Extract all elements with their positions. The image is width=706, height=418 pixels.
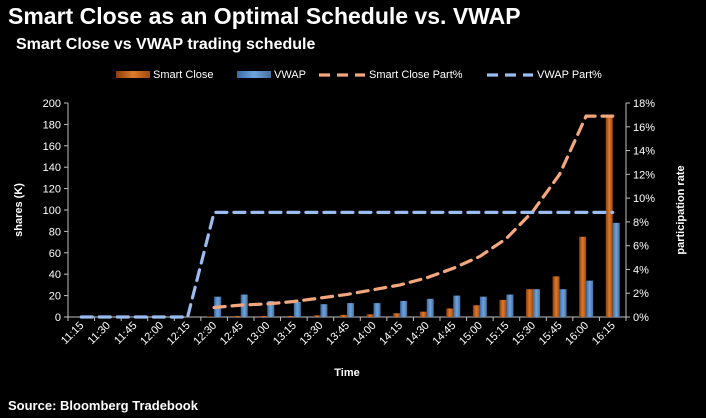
y2-tick-label: 6% [633, 241, 649, 253]
vwap-bar [373, 303, 381, 317]
x-tick-label: 14:45 [430, 320, 458, 348]
smart-close-bar [233, 315, 241, 317]
y-tick-label: 0 [55, 312, 61, 324]
x-tick-label: 12:00 [138, 320, 166, 348]
x-tick-label: 15:15 [484, 320, 512, 348]
x-tick-label: 12:45 [218, 320, 246, 348]
smart-close-bar [552, 276, 560, 317]
smart-close-bar [313, 315, 321, 317]
smart-close-bar [499, 299, 507, 317]
x-tick-label: 16:15 [590, 320, 618, 348]
vwap-bar [612, 222, 620, 317]
y-axis-title: shares (K) [13, 183, 25, 237]
smart-close-bar [207, 316, 215, 317]
vwap-bar [506, 294, 514, 317]
smart-close-bar [419, 311, 427, 317]
page-title: Smart Close as an Optimal Schedule vs. V… [8, 3, 521, 29]
smart-close-bar [472, 305, 480, 317]
chart-subtitle: Smart Close vs VWAP trading schedule [16, 36, 316, 53]
vwap-bar [479, 296, 487, 317]
x-tick-label: 13:15 [271, 320, 299, 348]
smart-close-bar [526, 289, 533, 317]
smart-close-bar [446, 308, 454, 317]
x-tick-label: 14:00 [351, 320, 379, 348]
legend-vwap-label: VWAP [274, 69, 306, 81]
y2-tick-label: 16% [633, 122, 655, 134]
y2-tick-label: 12% [633, 169, 655, 181]
x-tick-label: 14:15 [377, 320, 405, 348]
vwap-bar [320, 304, 328, 317]
legend-smart-close-part--label: Smart Close Part% [369, 69, 463, 81]
y-tick-label: 40 [49, 269, 61, 281]
vwap-bar [586, 280, 594, 317]
y-tick-label: 140 [43, 162, 61, 174]
smart-close-bar [605, 116, 613, 317]
y2-tick-label: 8% [633, 217, 649, 229]
y2-tick-label: 18% [633, 98, 655, 110]
y-tick-label: 20 [49, 291, 61, 303]
x-tick-label: 13:45 [324, 320, 352, 348]
x-tick-label: 12:30 [191, 320, 219, 348]
x-tick-label: 12:15 [165, 320, 193, 348]
y-tick-label: 180 [43, 119, 61, 131]
vwap-bar [426, 298, 434, 317]
y2-tick-label: 4% [633, 264, 649, 276]
smart-close-bar [340, 314, 347, 317]
legend-smart-close-swatch [116, 71, 150, 78]
x-tick-label: 11:45 [112, 320, 139, 347]
vwap-bar [400, 300, 408, 317]
x-axis-title: Time [334, 367, 359, 379]
y2-axis-title: participation rate [675, 165, 687, 254]
vwap-bar [453, 295, 461, 317]
y2-tick-label: 0% [633, 312, 649, 324]
x-tick-label: 16:00 [563, 320, 591, 348]
vwap-bar [267, 300, 275, 317]
x-tick-label: 13:30 [298, 320, 326, 348]
x-tick-label: 11:30 [86, 320, 113, 347]
y-tick-label: 60 [49, 248, 61, 260]
smart-close-part--line [212, 114, 615, 310]
x-tick-label: 15:00 [457, 320, 485, 348]
smart-close-bar [393, 313, 401, 317]
y-tick-label: 80 [49, 226, 61, 238]
y-tick-label: 200 [43, 98, 61, 110]
x-tick-label: 15:30 [510, 320, 538, 348]
x-tick-label: 15:45 [537, 320, 565, 348]
legend-smart-close-label: Smart Close [153, 69, 214, 81]
y2-tick-label: 10% [633, 193, 655, 205]
smart-close-bar [366, 314, 374, 317]
legend-vwap-swatch [237, 71, 271, 78]
y-tick-label: 120 [43, 184, 61, 196]
legend-vwap-part--label: VWAP Part% [537, 69, 602, 81]
smart-close-bar [286, 315, 294, 317]
y-tick-label: 160 [43, 141, 61, 153]
y2-tick-label: 14% [633, 146, 655, 158]
vwap-bar [347, 303, 354, 317]
vwap-bar [533, 289, 540, 317]
source-note: Source: Bloomberg Tradebook [8, 398, 198, 413]
y-tick-label: 100 [43, 205, 61, 217]
smart-close-bar [579, 236, 587, 317]
vwap-part--line [79, 210, 615, 319]
vwap-bar [293, 302, 301, 317]
x-tick-label: 14:30 [404, 320, 432, 348]
y2-tick-label: 2% [633, 288, 649, 300]
x-tick-label: 13:00 [244, 320, 272, 348]
x-tick-label: 11:15 [59, 320, 86, 347]
smart-close-bar [260, 315, 268, 317]
vwap-bar [559, 289, 567, 317]
